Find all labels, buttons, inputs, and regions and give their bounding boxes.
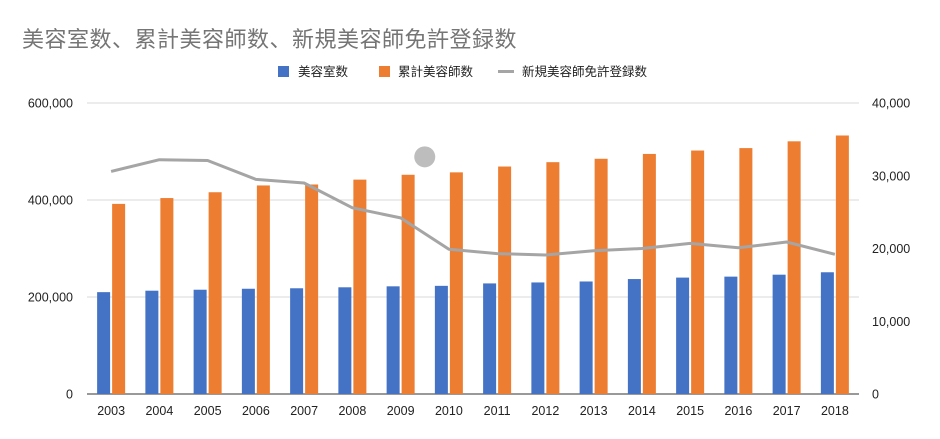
bar-salons-2009 xyxy=(386,286,400,394)
x-tick-label: 2012 xyxy=(531,404,559,418)
y-right-tick-label: 30,000 xyxy=(872,169,910,183)
bar-salons-2015 xyxy=(676,277,690,394)
bar-salons-2012 xyxy=(531,282,545,394)
x-tick-label: 2013 xyxy=(580,404,608,418)
x-tick-label: 2014 xyxy=(628,404,656,418)
bar-salons-2016 xyxy=(724,276,738,394)
legend-item-2: 新規美容師免許登録数 xyxy=(498,64,648,79)
legend-swatch-0 xyxy=(278,66,289,77)
bar-hairdressers-2007 xyxy=(305,184,319,394)
bar-salons-2003 xyxy=(97,292,111,394)
bar-salons-2013 xyxy=(579,281,593,394)
legend-label-0: 美容室数 xyxy=(298,64,349,79)
y-right-tick-label: 10,000 xyxy=(872,315,910,329)
x-tick-label: 2008 xyxy=(338,404,366,418)
bar-hairdressers-2004 xyxy=(160,198,174,394)
x-tick-label: 2005 xyxy=(194,404,222,418)
y-left-tick-label: 0 xyxy=(66,388,73,402)
axes: 0 200,000 400,000 600,000 0 10,000 20,000 30,00… xyxy=(28,97,910,419)
bar-salons-2007 xyxy=(290,288,304,394)
bar-hairdressers-2014 xyxy=(642,153,656,394)
bar-hairdressers-2009 xyxy=(401,174,415,394)
x-tick-label: 2004 xyxy=(145,404,173,418)
chart-title: 美容室数、累計美容師数、新規美容師免許登録数 xyxy=(22,28,518,53)
bar-salons-2004 xyxy=(145,290,159,394)
bar-salons-2010 xyxy=(434,285,448,394)
bar-salons-2018 xyxy=(820,272,834,394)
legend: 美容室数 累計美容師数 新規美容師免許登録数 xyxy=(278,64,648,79)
x-tick-label: 2003 xyxy=(97,404,125,418)
x-tick-label: 2017 xyxy=(773,404,801,418)
bar-salons-2008 xyxy=(338,287,352,394)
legend-swatch-1 xyxy=(379,66,390,77)
highlight-marker xyxy=(414,146,436,168)
bar-salons-2005 xyxy=(193,289,207,394)
bar-salons-2011 xyxy=(483,283,497,394)
bar-hairdressers-2011 xyxy=(498,166,512,394)
bar-hairdressers-2005 xyxy=(208,192,222,394)
bar-hairdressers-2013 xyxy=(594,158,608,394)
y-left-tick-label: 400,000 xyxy=(28,194,73,208)
y-right-tick-label: 20,000 xyxy=(872,242,910,256)
bar-hairdressers-2010 xyxy=(449,172,463,394)
line-series xyxy=(110,146,836,257)
bar-salons-2006 xyxy=(241,288,255,394)
bar-hairdressers-2016 xyxy=(739,148,753,394)
bar-hairdressers-2015 xyxy=(691,150,705,394)
legend-item-1: 累計美容師数 xyxy=(379,64,474,79)
legend-label-1: 累計美容師数 xyxy=(398,64,474,79)
x-tick-label: 2007 xyxy=(290,404,318,418)
bar-hairdressers-2008 xyxy=(353,179,367,394)
y-right-tick-label: 40,000 xyxy=(872,97,910,111)
x-tick-label: 2010 xyxy=(435,404,463,418)
y-left-tick-label: 600,000 xyxy=(28,97,73,111)
y-right-tick-label: 0 xyxy=(872,388,879,402)
line-new-licenses xyxy=(110,158,836,257)
x-tick-label: 2016 xyxy=(724,404,752,418)
y-left-tick-label: 200,000 xyxy=(28,291,73,305)
bar-salons-2014 xyxy=(627,279,641,394)
bar-hairdressers-2006 xyxy=(256,185,270,394)
x-tick-label: 2009 xyxy=(387,404,415,418)
bar-hairdressers-2003 xyxy=(112,203,126,394)
x-tick-label: 2015 xyxy=(676,404,704,418)
bar-hairdressers-2017 xyxy=(787,141,801,394)
bar-hairdressers-2012 xyxy=(546,162,560,394)
x-tick-label: 2006 xyxy=(242,404,270,418)
legend-label-2: 新規美容師免許登録数 xyxy=(522,64,648,79)
bars xyxy=(97,135,849,394)
bar-hairdressers-2018 xyxy=(835,135,849,394)
bar-salons-2017 xyxy=(772,274,786,394)
x-tick-label: 2018 xyxy=(821,404,849,418)
x-tick-label: 2011 xyxy=(484,404,511,418)
legend-item-0: 美容室数 xyxy=(278,64,349,79)
